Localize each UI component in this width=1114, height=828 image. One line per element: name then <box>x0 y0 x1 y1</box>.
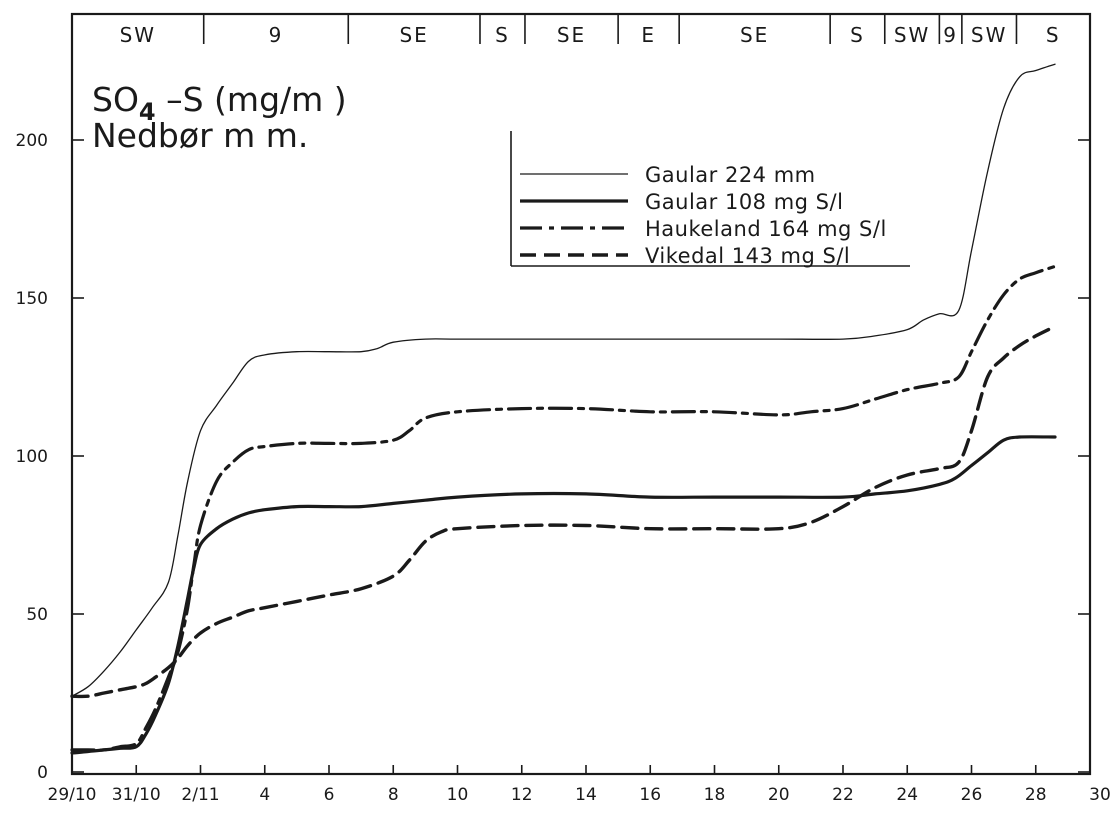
series-line-gaular-108-mg-s-l <box>70 435 1057 755</box>
plot-frame <box>70 12 1092 776</box>
y-tick-label: 150 <box>16 289 48 309</box>
wind-direction-label: SE <box>740 23 769 47</box>
x-tick-label: 28 <box>1025 785 1047 805</box>
wind-direction-label: S <box>850 23 865 47</box>
wind-direction-label: SW <box>894 23 930 47</box>
x-tick-label: 24 <box>896 785 918 805</box>
chart-title-line-2: Nedbør m m. <box>92 116 308 155</box>
y-tick-label: 0 <box>37 763 48 783</box>
legend-label-vikedal-143-mg-s-l: Vikedal 143 mg S/l <box>645 244 850 268</box>
x-tick-label: 2/11 <box>181 785 219 805</box>
wind-direction-label: 9 <box>269 23 284 47</box>
wind-direction-label: 9 <box>943 23 958 47</box>
x-tick-label: 14 <box>575 785 597 805</box>
series-line-vikedal-143-mg-s-l <box>70 324 1057 699</box>
legend-label-haukeland-164-mg-s-l: Haukeland 164 mg S/l <box>645 217 887 241</box>
wind-direction-label: E <box>641 23 656 47</box>
x-tick-label: 16 <box>639 785 661 805</box>
y-tick-label: 200 <box>16 131 48 151</box>
x-tick-label: 12 <box>511 785 533 805</box>
chart-title: SO4 –S (mg/m ) Nedbør m m. <box>92 80 347 155</box>
x-tick-label: 4 <box>259 785 270 805</box>
x-tick-label: 8 <box>388 785 399 805</box>
wind-direction-label: SW <box>120 23 156 47</box>
series-line-haukeland-164-mg-s-l <box>70 264 1057 752</box>
legend: Gaular 224 mm Gaular 108 mg S/l Haukeland … <box>510 131 910 268</box>
x-tick-label: 29/10 <box>48 785 97 805</box>
legend-label-gaular-108-mg-s-l: Gaular 108 mg S/l <box>645 190 843 214</box>
chart-title-line-1: SO4 –S (mg/m ) <box>92 80 347 126</box>
y-tick-label: 50 <box>26 605 48 625</box>
wind-direction-label: SW <box>971 23 1007 47</box>
x-tick-label: 6 <box>324 785 335 805</box>
x-tick-label: 22 <box>832 785 854 805</box>
wind-direction-band: SW 9 SE S SE E SE S SW 9 SW S <box>120 14 1061 47</box>
y-axis: 0 50 100 150 200 <box>16 131 1090 783</box>
series-line-gaular-224-mm <box>71 63 1056 697</box>
x-tick-label: 10 <box>447 785 469 805</box>
y-tick-label: 100 <box>16 447 48 467</box>
x-axis: 29/10 31/10 2/11 4 6 8 10 12 14 16 18 20 22 24 26 28 30 <box>48 765 1111 805</box>
x-tick-label: 18 <box>704 785 726 805</box>
wind-direction-label: SE <box>557 23 586 47</box>
x-tick-label: 20 <box>768 785 790 805</box>
x-tick-label: 30 <box>1089 785 1111 805</box>
x-tick-label: 26 <box>961 785 983 805</box>
wind-direction-label: S <box>495 23 510 47</box>
wind-direction-label: SE <box>399 23 428 47</box>
wind-direction-label: S <box>1046 23 1061 47</box>
x-tick-label: 31/10 <box>112 785 161 805</box>
legend-label-gaular-224-mm: Gaular 224 mm <box>645 163 816 187</box>
series-layer <box>70 63 1057 755</box>
